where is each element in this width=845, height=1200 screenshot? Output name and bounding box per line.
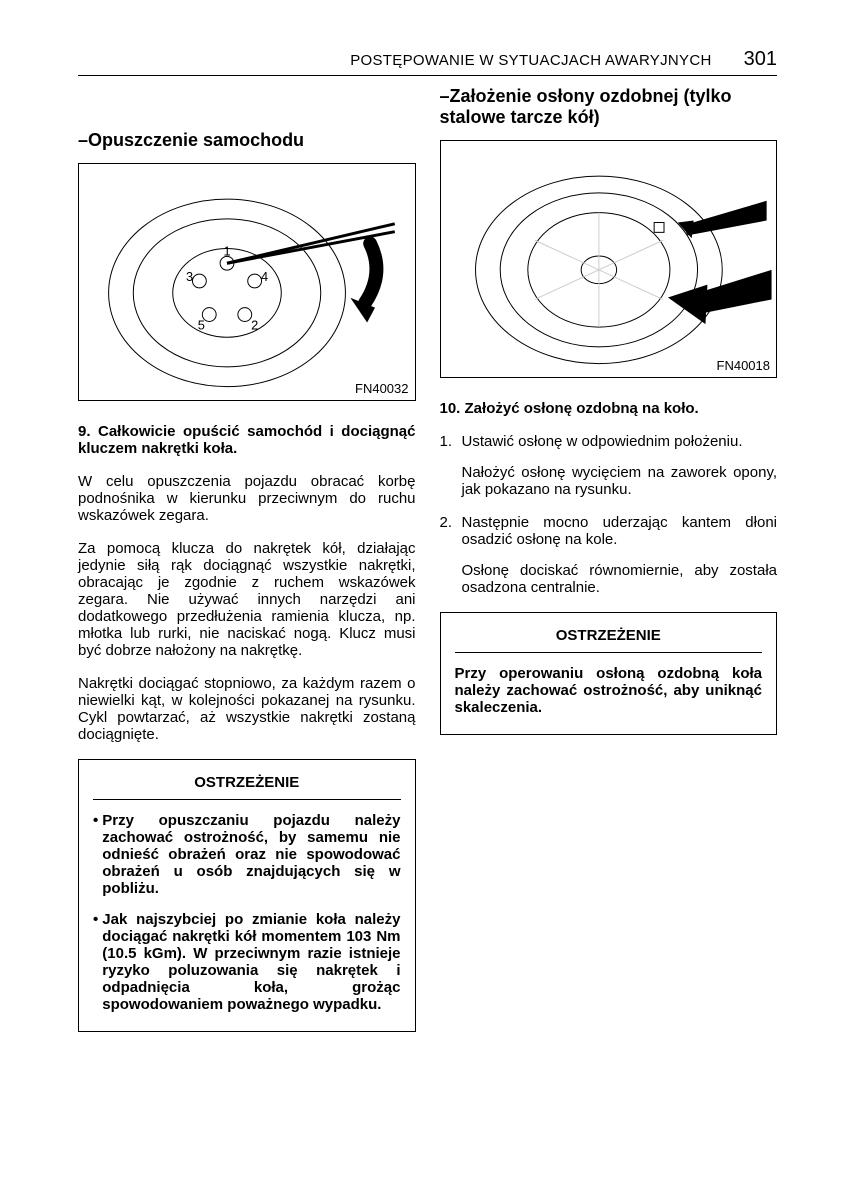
page-number: 301 [744, 48, 777, 71]
left-column: –Opuszczenie samochodu 1 4 2 5 3 [78, 108, 416, 1032]
list-text-1: Ustawić osłonę w odpowiednim położeniu. [462, 433, 778, 450]
left-paragraph-3: Nakrętki dociągać stopniowo, za każdym r… [78, 675, 416, 743]
warning-title-left: OSTRZEŻENIE [93, 774, 401, 800]
left-paragraph-1: W celu opuszczenia pojazdu obracać korbę… [78, 473, 416, 524]
svg-text:5: 5 [198, 317, 205, 332]
svg-text:2: 2 [251, 317, 258, 332]
page-header: POSTĘPOWANIE W SYTUACJACH AWARYJNYCH 301 [78, 48, 777, 76]
list-item-1-sub: Nałożyć osłonę wycięciem na zaworek opon… [440, 464, 778, 498]
step-9-text: 9. Całkowicie opuścić samochód i dociągn… [78, 423, 416, 457]
left-paragraph-2: Za pomocą klucza do nakrętek kół, działa… [78, 540, 416, 659]
warning-item-1: • Przy opuszczaniu pojazdu należy zachow… [93, 812, 401, 897]
warning-text-right: Przy operowaniu osłoną ozdobną koła nale… [455, 665, 763, 716]
figure-lowering-vehicle: 1 4 2 5 3 FN40032 [78, 163, 416, 401]
svg-text:1: 1 [223, 243, 230, 258]
figure-label-right: FN40018 [717, 358, 770, 373]
figure-wheel-cover: FN40018 [440, 140, 778, 378]
svg-text:4: 4 [261, 269, 268, 284]
right-section-heading: –Założenie osłony ozdobnej (tylko stalow… [440, 86, 778, 128]
two-column-layout: –Opuszczenie samochodu 1 4 2 5 3 [78, 108, 777, 1032]
list-item-2-sub: Osłonę dociskać równomiernie, aby został… [440, 562, 778, 596]
list-text-2: Następnie mocno uderzając kantem dłoni o… [462, 514, 778, 548]
step-9-title: 9. Całkowicie opuścić samochód i dociągn… [78, 423, 416, 457]
chapter-title: POSTĘPOWANIE W SYTUACJACH AWARYJNYCH [350, 52, 711, 69]
right-column: –Założenie osłony ozdobnej (tylko stalow… [440, 108, 778, 1032]
bullet-icon: • [93, 911, 98, 1013]
warning-box-left: OSTRZEŻENIE • Przy opuszczaniu pojazdu n… [78, 759, 416, 1032]
list-item-1: 1. Ustawić osłonę w odpowiednim położeni… [440, 433, 778, 450]
step-10-title: 10. Założyć osłonę ozdobną na koło. [440, 400, 778, 417]
list-item-2: 2. Następnie mocno uderzając kantem dłon… [440, 514, 778, 548]
wheel-cover-illustration-icon [441, 141, 777, 377]
left-section-heading: –Opuszczenie samochodu [78, 130, 416, 151]
warning-box-right: OSTRZEŻENIE Przy operowaniu osłoną ozdob… [440, 612, 778, 735]
svg-text:3: 3 [186, 269, 193, 284]
list-number-2: 2. [440, 514, 456, 548]
bullet-icon: • [93, 812, 98, 897]
warning-item-1-text: Przy opuszczaniu pojazdu należy zachować… [102, 812, 400, 897]
warning-item-2: • Jak najszybciej po zmianie koła należy… [93, 911, 401, 1013]
wheel-wrench-illustration-icon: 1 4 2 5 3 [79, 164, 415, 400]
warning-item-2-text: Jak najszybciej po zmianie koła należy d… [102, 911, 400, 1013]
list-number-1: 1. [440, 433, 456, 450]
figure-label-left: FN40032 [355, 381, 408, 396]
warning-title-right: OSTRZEŻENIE [455, 627, 763, 653]
